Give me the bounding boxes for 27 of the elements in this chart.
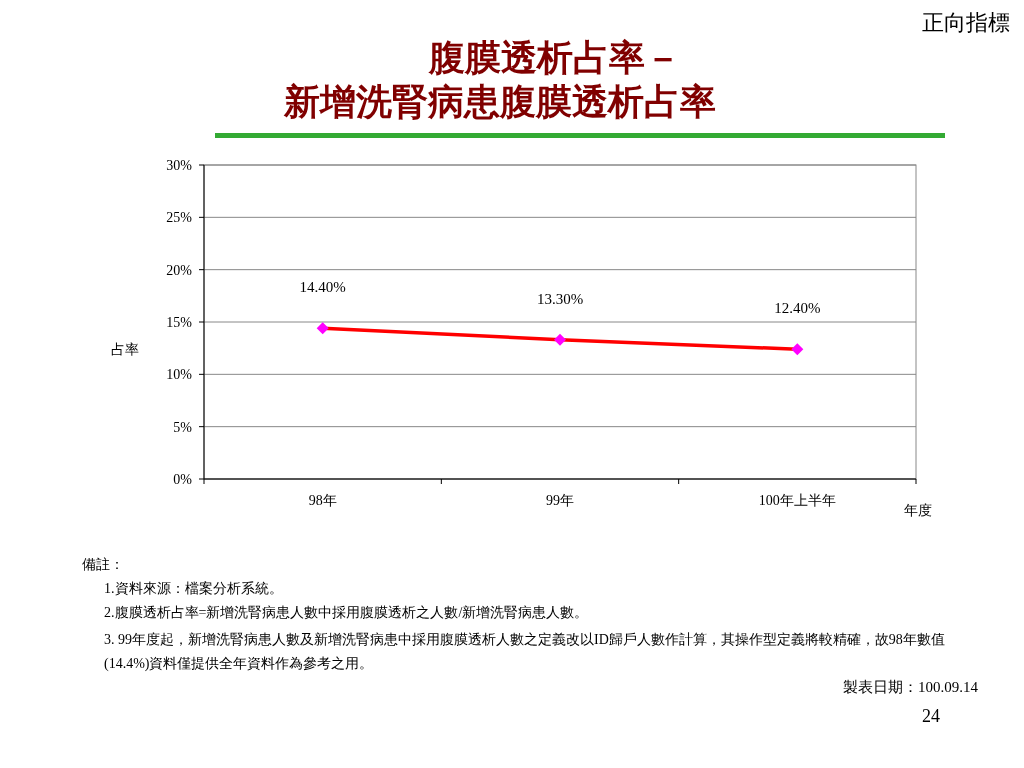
y-tick-label: 10% xyxy=(166,367,193,383)
text: 2.腹膜透析占率=新增洗腎病患人數中採用腹膜透析之人數/新增洗腎病患人數。 xyxy=(104,604,589,622)
point xyxy=(554,333,566,346)
y-axis-title: 占率 xyxy=(111,342,139,357)
y-tick-label: 0% xyxy=(173,472,193,487)
text: 12.40% xyxy=(774,300,821,317)
text: 備註： xyxy=(82,556,124,574)
text: 製表日期：100.09.14 xyxy=(843,678,978,697)
text: 3. 99年度起，新增洗腎病患人數及新增洗腎病患中採用腹膜透析人數之定義改以ID歸戶人數作計算，其操作型定義將較精確，故98年數值(14.4%)資料僅提供全年資料作為參考之用。 xyxy=(104,631,946,673)
y-tick-label: 25% xyxy=(166,210,193,226)
x-tick-label: 98年 xyxy=(308,493,337,508)
point xyxy=(791,343,804,356)
text: 24 xyxy=(922,706,940,727)
chart-subtitle: 新增洗腎病患腹膜透析占率 xyxy=(283,80,716,122)
y-tick-label: 15% xyxy=(166,315,193,330)
text: 14.40% xyxy=(299,279,346,296)
text: 正向指標 xyxy=(922,9,1010,37)
text: 13.30% xyxy=(536,290,584,307)
text: 1.資料來源：檔案分析系統。 xyxy=(104,580,283,598)
x-tick-label: 99年 xyxy=(546,493,574,508)
y-tick-label: 30% xyxy=(166,158,193,173)
y-tick-label: 20% xyxy=(166,262,193,278)
y-tick-label: 5% xyxy=(173,419,193,435)
x-tick-label: 100年上半年 xyxy=(758,493,836,508)
chart-title: 腹膜透析占率－ xyxy=(428,36,681,78)
x-axis-title: 年度 xyxy=(904,503,932,518)
point xyxy=(316,322,329,335)
